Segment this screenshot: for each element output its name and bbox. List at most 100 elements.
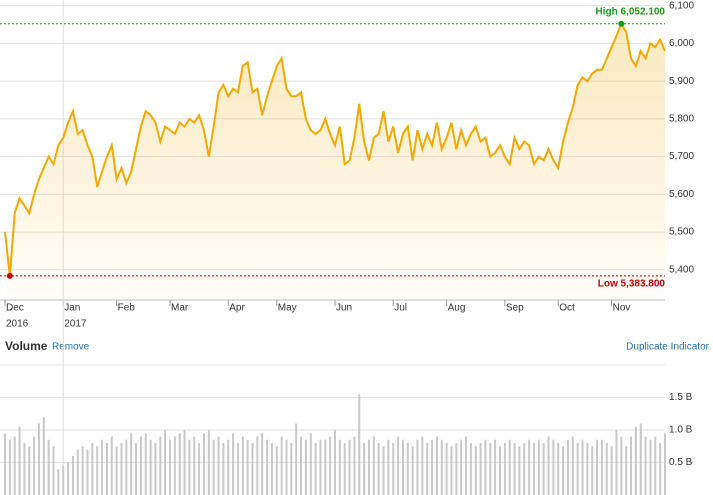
volume-bar <box>183 430 186 495</box>
volume-bar <box>348 439 351 495</box>
volume-bar <box>217 436 220 495</box>
volume-title: Volume <box>5 339 48 353</box>
volume-bar <box>62 465 65 495</box>
volume-bar <box>280 436 283 495</box>
volume-bar <box>445 443 448 495</box>
volume-bar <box>557 443 560 495</box>
volume-bar <box>319 439 322 495</box>
volume-bar <box>135 443 138 495</box>
volume-bar <box>285 439 288 495</box>
volume-bar <box>251 443 254 495</box>
volume-bar <box>334 430 336 495</box>
y-tick-label: 6,100 <box>669 0 694 11</box>
volume-bar <box>76 449 79 495</box>
volume-bar <box>173 436 176 495</box>
volume-bar <box>159 436 162 495</box>
volume-bar <box>591 446 594 495</box>
low-dot <box>6 272 13 279</box>
y-tick-label: 6,000 <box>669 38 694 49</box>
y-tick-label: 1.0 B <box>669 425 693 436</box>
volume-bar <box>246 439 249 495</box>
high-dot <box>618 20 625 27</box>
volume-bar <box>115 446 118 495</box>
volume-bar <box>353 436 356 495</box>
volume-bar <box>329 436 332 495</box>
volume-bar <box>13 436 16 495</box>
volume-bar <box>52 446 55 495</box>
volume-bar <box>86 449 89 495</box>
volume-bar <box>261 433 264 495</box>
x-tick-label: Apr <box>229 303 245 314</box>
volume-bar <box>401 439 404 495</box>
volume-bar <box>392 443 395 495</box>
volume-bar <box>67 462 70 495</box>
volume-bar <box>600 439 603 495</box>
volume-bar <box>581 439 584 495</box>
volume-bar <box>455 443 458 495</box>
year-label: 2017 <box>64 319 87 330</box>
volume-bar <box>338 439 341 495</box>
volume-bar <box>542 443 545 495</box>
volume-bar <box>154 443 157 495</box>
volume-bar <box>547 436 550 495</box>
high-label: High 6,052.100 <box>596 6 666 17</box>
volume-bar <box>198 443 201 495</box>
x-tick-label: Dec <box>6 303 24 314</box>
low-label: Low 5,383.800 <box>598 279 666 290</box>
volume-bar <box>639 423 642 495</box>
volume-bar <box>610 446 613 495</box>
volume-bar <box>304 439 307 495</box>
volume-bar <box>586 443 589 495</box>
price-area <box>5 23 665 301</box>
volume-bar <box>125 439 128 495</box>
volume-bar <box>139 436 142 495</box>
volume-bar <box>144 433 147 495</box>
duplicate-link[interactable]: Duplicate Indicator <box>626 342 709 353</box>
volume-bar <box>188 439 191 495</box>
y-tick-label: 5,900 <box>669 76 694 87</box>
x-tick-label: Jun <box>336 303 352 314</box>
volume-bar <box>212 439 215 495</box>
volume-bar <box>499 446 501 495</box>
volume-bar <box>654 436 657 495</box>
volume-bar <box>266 439 269 495</box>
volume-bar <box>81 446 84 495</box>
volume-bar <box>537 439 540 495</box>
volume-bar <box>508 439 511 495</box>
volume-bar <box>576 443 579 495</box>
remove-link[interactable]: Remove <box>52 342 90 353</box>
volume-bar <box>596 439 599 495</box>
volume-bar <box>484 439 487 495</box>
x-tick-label: Nov <box>613 303 631 314</box>
y-tick-label: 0.5 B <box>669 457 693 468</box>
volume-bar <box>644 436 647 495</box>
volume-bar <box>664 433 666 495</box>
volume-bar <box>659 443 662 495</box>
volume-bar <box>300 436 303 495</box>
volume-bar <box>309 433 312 495</box>
volume-bar <box>110 436 113 495</box>
volume-bar <box>532 443 535 495</box>
volume-bar <box>101 439 104 495</box>
x-tick-label: Mar <box>171 303 189 314</box>
volume-bar <box>605 443 608 495</box>
y-tick-label: 5,500 <box>669 227 694 238</box>
volume-bar <box>615 430 618 495</box>
volume-bar <box>494 439 497 495</box>
volume-bar <box>256 436 259 495</box>
y-tick-label: 5,700 <box>669 151 694 162</box>
volume-bar <box>372 436 375 495</box>
volume-bar <box>295 423 298 495</box>
volume-bar <box>241 436 244 495</box>
volume-bar <box>358 394 361 495</box>
volume-bar <box>566 439 569 495</box>
volume-bar <box>33 436 36 495</box>
volume-bar <box>411 446 414 495</box>
volume-bar <box>232 433 235 495</box>
volume-bar <box>275 446 278 495</box>
volume-bar <box>518 446 521 495</box>
volume-bar <box>421 436 424 495</box>
volume-bar <box>18 426 21 495</box>
volume-bar <box>630 436 633 495</box>
